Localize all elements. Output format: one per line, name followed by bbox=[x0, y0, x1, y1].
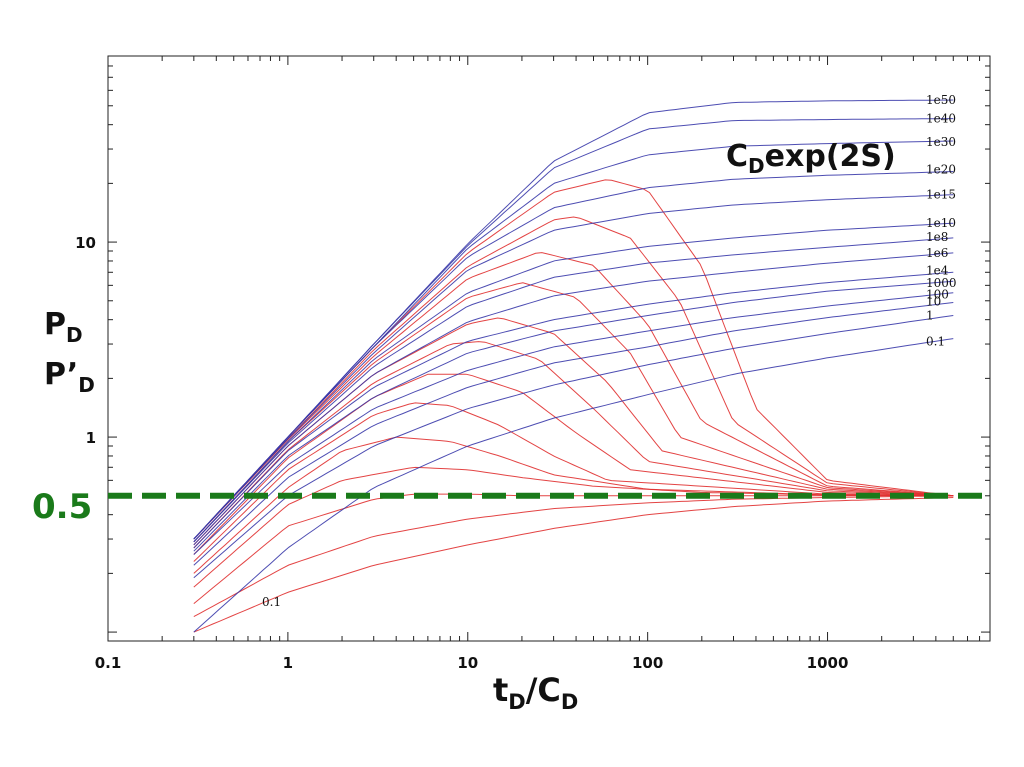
curve-label-1000: 1000 bbox=[926, 276, 957, 290]
x-title-sub1: D bbox=[508, 690, 525, 714]
annotation-main: C bbox=[726, 139, 748, 174]
pressure-curve-1e20 bbox=[193, 171, 954, 540]
pressure-curve-1e4 bbox=[193, 271, 954, 549]
curves-layer bbox=[193, 99, 954, 633]
annotation-sub: D bbox=[748, 154, 765, 178]
pressure-curve-1e15 bbox=[193, 194, 954, 540]
y-title-pd-sub: D bbox=[66, 323, 83, 347]
curve-label-1e20: 1e20 bbox=[926, 163, 956, 177]
pressure-curve-1e40 bbox=[193, 118, 954, 540]
y-tick-label: 1 bbox=[86, 429, 96, 447]
curve-label-1: 1 bbox=[926, 309, 934, 323]
pressure-curve-1e10 bbox=[193, 222, 954, 543]
y-axis-title-pd: PD bbox=[44, 307, 83, 347]
x-tick-label: 1000 bbox=[807, 654, 849, 672]
curve-label-1e10: 1e10 bbox=[926, 216, 956, 230]
pressure-curve-1 bbox=[193, 315, 954, 579]
pressure-curve-100 bbox=[193, 292, 954, 555]
reference-line-label: 0.5 bbox=[32, 487, 92, 527]
curve-label-1e4: 1e4 bbox=[926, 263, 949, 277]
x-title-slash-c: /C bbox=[526, 671, 561, 709]
x-title-sub2: D bbox=[561, 690, 578, 714]
pressure-curve-1000 bbox=[193, 280, 954, 552]
x-tick-label: 0.1 bbox=[95, 654, 122, 672]
pressure-curve-0-1 bbox=[193, 338, 954, 633]
derivative-curve-1000 bbox=[193, 341, 954, 549]
curve-label-1e50: 1e50 bbox=[926, 93, 956, 107]
derivative-curve-1e10 bbox=[193, 216, 954, 540]
curve-label-1e15: 1e15 bbox=[926, 188, 956, 202]
curve-label-1e6: 1e6 bbox=[926, 246, 948, 260]
pressure-curve-1e8 bbox=[193, 237, 954, 543]
curve-label-0-1: 0.1 bbox=[926, 335, 945, 349]
x-tick-label: 100 bbox=[632, 654, 663, 672]
y-tick-label: 10 bbox=[75, 234, 96, 252]
curve-labels-layer: 1e501e401e301e201e151e101e81e61e41000100… bbox=[262, 93, 957, 609]
curve-label-1e40: 1e40 bbox=[926, 112, 956, 126]
pressure-curve-1e6 bbox=[193, 252, 954, 546]
derivative-curve-label: 0.1 bbox=[262, 595, 281, 609]
x-title-t: t bbox=[493, 671, 508, 709]
cdexp2s-annotation: CDexp(2S) bbox=[726, 139, 896, 178]
annotation-rest: exp(2S) bbox=[765, 139, 896, 174]
pressure-curve-10 bbox=[193, 302, 954, 566]
derivative-curve-0-1d bbox=[193, 497, 954, 633]
x-tick-label: 1 bbox=[283, 654, 293, 672]
curve-label-1e8: 1e8 bbox=[926, 230, 948, 244]
x-tick-label: 10 bbox=[457, 654, 478, 672]
y-title-pprime-sub: D bbox=[78, 373, 95, 397]
derivative-curve-1e6 bbox=[193, 282, 954, 543]
curve-label-100: 100 bbox=[926, 288, 949, 302]
x-axis-title: tD/CD bbox=[493, 671, 578, 714]
derivative-curve-100 bbox=[193, 373, 954, 555]
y-title-pprime-main: P’ bbox=[44, 357, 78, 392]
curve-label-10: 10 bbox=[926, 294, 941, 308]
y-title-pd-main: P bbox=[44, 307, 66, 342]
derivative-curve-1e8 bbox=[193, 252, 954, 540]
y-axis-title-pprime-d: P’D bbox=[44, 357, 95, 397]
curve-label-1e30: 1e30 bbox=[926, 135, 956, 149]
